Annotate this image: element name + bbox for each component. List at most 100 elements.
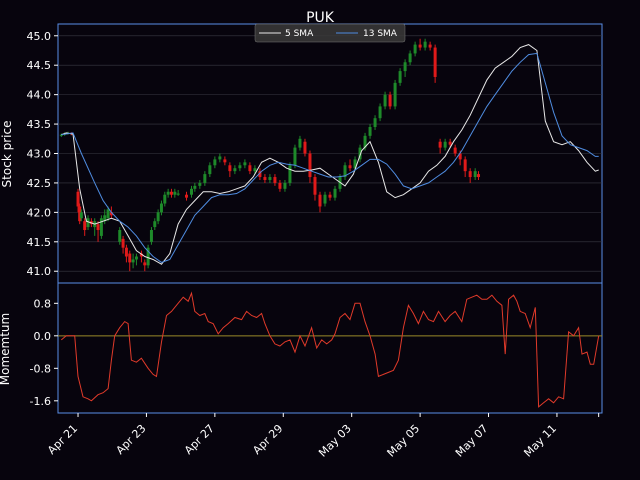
- candle-body: [189, 188, 193, 195]
- candle-body: [373, 118, 377, 128]
- candle-body: [233, 168, 237, 172]
- candle-body: [363, 135, 367, 148]
- candle-body: [343, 165, 347, 178]
- candle-body: [448, 141, 452, 145]
- candle-body: [96, 224, 100, 231]
- candle-body: [156, 212, 160, 222]
- candle-body: [463, 159, 467, 172]
- momentum-series-line: [60, 291, 600, 408]
- candle-body: [124, 247, 128, 257]
- x-tick-label: Apr 27: [182, 422, 217, 457]
- candle-body: [149, 230, 153, 242]
- x-tick-label: May 07: [453, 422, 491, 460]
- legend-label-13sma: 13 SMA: [363, 29, 398, 39]
- candle-body: [248, 165, 252, 172]
- momentum-panel-frame: [57, 282, 603, 414]
- candle-body: [433, 47, 437, 77]
- candle-body: [473, 171, 477, 178]
- price-y-tick-label: 44.0: [27, 89, 52, 102]
- candle-body: [308, 153, 312, 178]
- candle-body: [278, 182, 282, 189]
- candle-body: [258, 171, 262, 178]
- candle-body: [273, 177, 277, 183]
- price-y-tick-label: 42.0: [27, 206, 52, 219]
- candle-body: [288, 165, 292, 183]
- candle-body: [146, 247, 150, 266]
- chart-title: PUK: [306, 10, 335, 26]
- candle-body: [418, 44, 422, 48]
- x-axis-ticks: Apr 21 Apr 23 Apr 27 Apr 29 May 03 May 05 May …: [45, 413, 600, 460]
- candle-body: [268, 177, 272, 180]
- price-grid: [58, 35, 602, 272]
- candle-body: [383, 94, 387, 107]
- price-y-ticks: 41.0 41.5 42.0 42.5 43.0 43.5 44.0 44.5 45.0: [27, 30, 58, 278]
- candle-body: [388, 94, 392, 107]
- candle-body: [143, 262, 147, 266]
- price-panel: 41.0 41.5 42.0 42.5 43.0 43.5 44.0 44.5 45.0 Sto…: [0, 23, 603, 284]
- momentum-y-axis-label: Momemtum: [0, 313, 12, 385]
- momentum-y-ticks: -1.6 -0.8 0.0 0.8: [30, 297, 58, 408]
- candle-body: [413, 44, 417, 54]
- price-y-axis-label: Stock price: [0, 121, 14, 188]
- x-tick-label: Apr 29: [250, 422, 285, 457]
- x-tick-label: May 03: [316, 422, 354, 460]
- candle-body: [83, 221, 87, 231]
- candle-body: [453, 147, 457, 154]
- candle-body: [468, 171, 472, 178]
- candle-body: [313, 177, 317, 195]
- candle-body: [208, 165, 212, 175]
- momentum-y-tick-label: 0.8: [34, 297, 52, 310]
- candle-body: [203, 174, 207, 183]
- candle-body: [198, 182, 202, 186]
- candle-body: [403, 62, 407, 72]
- price-y-tick-label: 42.5: [27, 177, 52, 190]
- candle-body: [318, 194, 322, 207]
- candle-body: [184, 194, 188, 198]
- price-y-tick-label: 44.5: [27, 59, 52, 72]
- price-y-tick-label: 45.0: [27, 30, 52, 43]
- candle-body: [223, 159, 227, 163]
- x-tick-label: May 05: [385, 422, 423, 460]
- momentum-y-tick-label: 0.0: [34, 330, 52, 343]
- candle-body: [228, 165, 232, 172]
- candle-body: [99, 218, 103, 236]
- candle-body: [173, 191, 177, 195]
- candle-body: [353, 159, 357, 169]
- candle-body: [328, 194, 332, 198]
- price-y-tick-label: 43.5: [27, 118, 52, 131]
- candle-body: [106, 209, 110, 219]
- candle-body: [121, 238, 125, 248]
- candle-body: [128, 253, 132, 263]
- candle-body: [243, 162, 247, 166]
- legend-box: [254, 23, 406, 43]
- candle-body: [59, 134, 63, 136]
- candle-body: [79, 212, 83, 219]
- candle-body: [423, 41, 427, 48]
- candle-body: [153, 221, 157, 228]
- sma-line-0: [61, 44, 599, 265]
- candle-body: [134, 256, 138, 260]
- candle-body: [348, 165, 352, 169]
- price-y-tick-label: 41.5: [27, 236, 52, 249]
- candle-body: [131, 259, 135, 263]
- candle-body: [408, 53, 412, 63]
- candle-body: [303, 141, 307, 154]
- momentum-y-tick-label: -0.8: [30, 362, 51, 375]
- candle-body: [458, 153, 462, 160]
- legend: 5 SMA 13 SMA: [254, 23, 406, 43]
- legend-label-5sma: 5 SMA: [285, 29, 314, 39]
- candle-body: [333, 188, 337, 198]
- candle-body: [78, 206, 82, 222]
- candle-body: [293, 147, 297, 166]
- candle-body: [86, 218, 90, 228]
- candle-body: [103, 215, 107, 222]
- candle-body: [477, 174, 481, 178]
- candle-body: [163, 194, 167, 204]
- candle-body: [253, 168, 257, 172]
- candle-body: [378, 106, 382, 119]
- candle-body: [193, 185, 197, 189]
- candle-body: [298, 138, 302, 148]
- candle-body: [398, 71, 402, 83]
- momentum-y-tick-label: -1.6: [30, 395, 51, 408]
